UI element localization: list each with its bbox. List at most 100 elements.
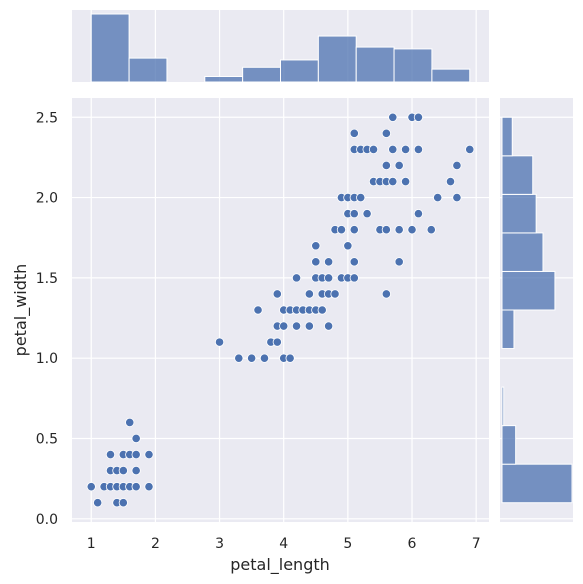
scatter-point	[125, 417, 135, 428]
top-marginal-histogram	[90, 13, 471, 83]
top-hist-bar	[431, 68, 471, 83]
scatter-point	[381, 225, 391, 235]
scatter-point	[86, 482, 96, 492]
right-hist-bar	[501, 232, 544, 272]
scatter-point	[400, 144, 411, 154]
scatter-point	[413, 144, 424, 154]
y-tick-label: 0.0	[36, 512, 58, 528]
scatter-point	[118, 466, 128, 476]
scatter-point	[291, 321, 302, 331]
scatter-point	[272, 289, 282, 299]
scatter-point	[362, 209, 372, 219]
scatter-point	[368, 144, 379, 154]
scatter-point	[381, 160, 391, 171]
scatter-point	[336, 225, 347, 235]
y-tick-label: 0.5	[36, 431, 58, 447]
x-tick-label: 6	[408, 536, 417, 552]
scatter-point	[214, 337, 225, 347]
y-axis-label: petal_width	[11, 264, 31, 357]
top-hist-bar	[280, 59, 319, 83]
top-hist-bar	[204, 75, 244, 83]
y-tick-label: 2.5	[36, 110, 58, 126]
right-hist-bar	[501, 425, 517, 465]
scatter-point	[343, 241, 353, 251]
x-axis-label: petal_length	[230, 555, 330, 575]
scatter-point	[285, 353, 295, 363]
scatter-point	[234, 353, 244, 363]
scatter-point	[118, 498, 128, 508]
scatter-point	[247, 353, 257, 363]
scatter-point	[259, 353, 270, 363]
right-hist-bar	[501, 155, 534, 195]
scatter-point	[131, 433, 141, 444]
scatter-point	[388, 176, 398, 187]
scatter-point	[388, 144, 398, 154]
right-marginal-histogram	[501, 116, 573, 504]
scatter-point	[291, 273, 302, 283]
scatter-point	[452, 192, 462, 203]
scatter-point	[144, 449, 154, 460]
x-tick-label: 3	[215, 536, 224, 552]
scatter-point	[304, 321, 314, 331]
scatter-point	[272, 337, 282, 347]
scatter-point	[311, 257, 321, 267]
x-tick-label: 7	[472, 536, 481, 552]
scatter-point	[131, 449, 141, 460]
x-tick-label: 5	[343, 536, 352, 552]
y-tick-label: 1.0	[36, 351, 58, 367]
scatter-point	[388, 112, 398, 122]
scatter-point	[394, 160, 404, 171]
top-hist-bar	[90, 13, 130, 83]
scatter-point	[317, 305, 327, 315]
right-hist-bar	[501, 116, 513, 157]
right-hist-bar	[501, 193, 537, 234]
scatter-point	[330, 289, 340, 299]
scatter-point	[407, 225, 417, 235]
y-tick-labels: 0.0 0.5 1.0 1.5 2.0 2.5	[36, 110, 58, 528]
scatter-point	[381, 289, 391, 299]
scatter-point	[349, 128, 359, 138]
x-tick-label: 1	[87, 536, 96, 552]
scatter-point	[279, 321, 289, 331]
scatter-point	[349, 209, 359, 219]
scatter-point	[413, 112, 424, 122]
scatter-point	[356, 192, 366, 203]
top-hist-bar	[393, 48, 433, 83]
scatter-point	[433, 192, 443, 203]
y-tick-label: 2.0	[36, 191, 58, 207]
scatter-point	[349, 225, 359, 235]
right-hist-bar	[501, 309, 515, 350]
scatter-point	[426, 225, 436, 235]
scatter-point	[304, 289, 314, 299]
scatter-point	[324, 321, 334, 331]
scatter-point	[445, 176, 456, 187]
scatter-point	[394, 225, 404, 235]
scatter-point	[381, 128, 391, 138]
scatter-point	[452, 160, 462, 171]
right-hist-bar	[501, 463, 573, 504]
top-hist-bar	[128, 57, 168, 83]
scatter-point	[324, 257, 334, 267]
scatter-point	[413, 209, 424, 219]
top-hist-bar	[317, 35, 357, 83]
scatter-point	[400, 176, 411, 187]
scatter-point	[253, 305, 263, 315]
scatter-point	[465, 144, 475, 154]
scatter-point	[324, 273, 334, 283]
scatter-point	[105, 449, 116, 460]
scatter-points	[86, 112, 475, 508]
x-tick-label: 4	[279, 536, 288, 552]
scatter-point	[131, 482, 141, 492]
right-hist-bar	[501, 270, 556, 311]
x-tick-labels: 1 2 3 4 5 6 7	[87, 536, 481, 552]
x-tick-label: 2	[151, 536, 160, 552]
scatter-point	[131, 466, 141, 476]
scatter-point	[349, 273, 359, 283]
scatter-point	[394, 257, 404, 267]
scatter-point	[311, 241, 321, 251]
right-hist-bar	[501, 386, 505, 427]
scatter-point	[144, 482, 154, 492]
scatter-point	[349, 257, 359, 267]
scatter-point	[93, 498, 103, 508]
